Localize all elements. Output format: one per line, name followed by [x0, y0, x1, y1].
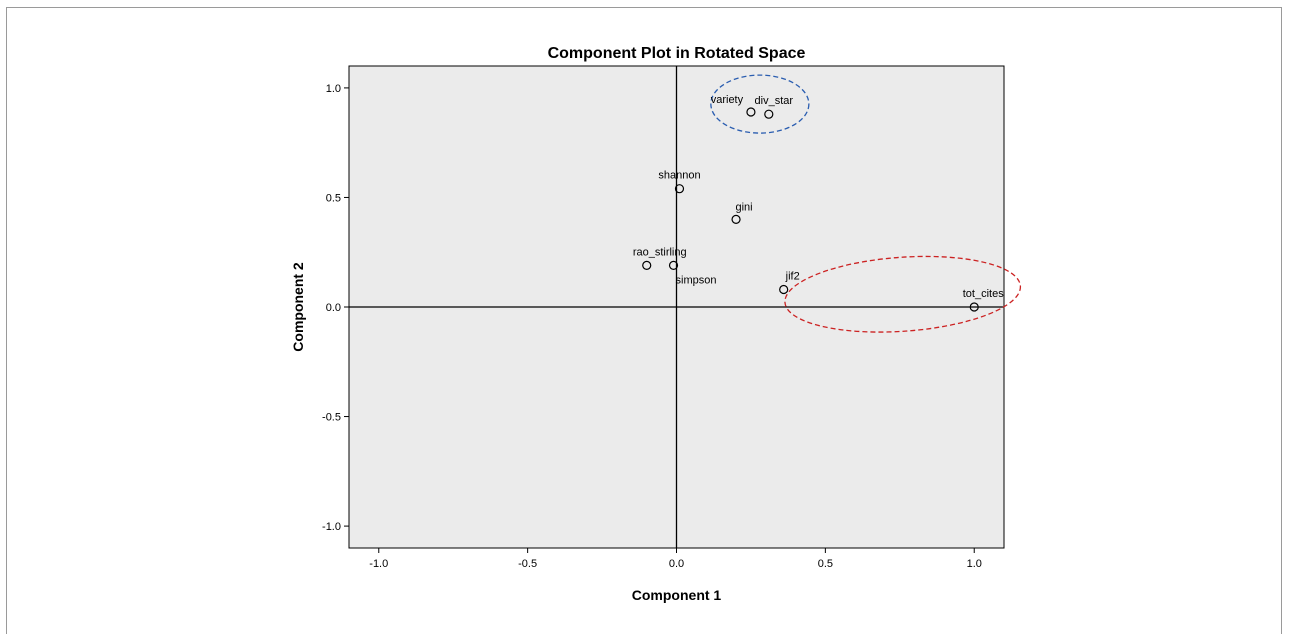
point-label: simpson — [676, 274, 717, 286]
point-label: variety — [711, 94, 744, 106]
point-label: tot_cites — [963, 288, 1004, 300]
x-axis-title: Component 1 — [632, 587, 722, 603]
x-tick-label: 1.0 — [967, 558, 982, 570]
y-tick-label: 0.0 — [326, 302, 341, 314]
point-gini — [731, 214, 741, 224]
x-tick-label: 0.0 — [669, 558, 684, 570]
point-rao-stirling — [642, 260, 652, 270]
annotation-ellipse — [784, 255, 1022, 333]
y-tick-label: 1.0 — [326, 83, 341, 95]
point-label: jif2 — [785, 270, 800, 282]
x-axis-ticks: -1.0 -0.5 0.0 0.5 1.0 — [369, 548, 982, 570]
point-label: shannon — [658, 170, 700, 182]
annotation-ellipse — [710, 74, 810, 134]
point-shannon — [674, 184, 685, 194]
point-label: gini — [735, 201, 752, 213]
chart-title: Component Plot in Rotated Space — [548, 45, 806, 62]
point-tot-cites — [969, 302, 979, 312]
y-tick-label: -1.0 — [322, 521, 341, 533]
y-tick-label: -0.5 — [322, 412, 341, 424]
point-jif2 — [779, 284, 789, 295]
figure-frame — [6, 7, 1282, 634]
y-axis-ticks: -1.0 -0.5 0.0 0.5 1.0 — [322, 83, 349, 533]
x-tick-label: 0.5 — [818, 558, 833, 570]
point-label: rao_stirling — [633, 246, 687, 258]
y-tick-label: 0.5 — [326, 192, 341, 204]
y-axis-title: Component 2 — [290, 262, 306, 352]
x-tick-label: -0.5 — [518, 558, 537, 570]
point-simpson — [668, 260, 679, 270]
point-label: div_star — [755, 95, 794, 107]
point-div-star — [764, 109, 774, 119]
point-variety — [746, 107, 756, 117]
annotation-layer — [710, 74, 1022, 333]
x-tick-label: -1.0 — [369, 558, 388, 570]
